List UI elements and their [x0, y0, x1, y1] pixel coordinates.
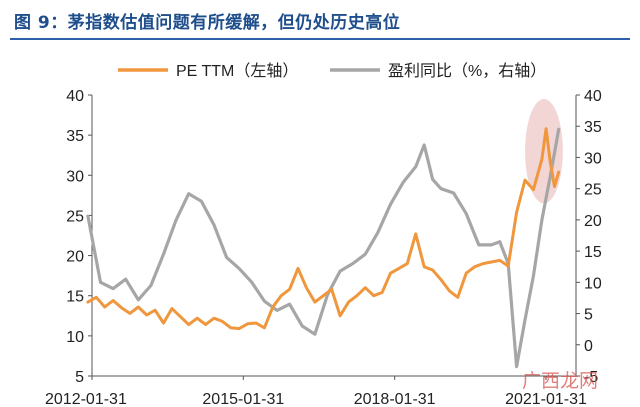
- x-tick-label: 2018-01-31: [354, 391, 436, 407]
- legend-label: PE TTM（左轴）: [176, 62, 298, 80]
- left-tick-label: 20: [66, 249, 84, 266]
- watermark: 广西龙网: [522, 370, 599, 392]
- x-tick-label: 2015-01-31: [202, 391, 284, 407]
- left-tick-label: 35: [66, 128, 84, 145]
- figure-title: 图 9：茅指数估值问题有所缓解，但仍处历史高位: [14, 13, 401, 33]
- right-tick-label: 25: [584, 182, 602, 199]
- left-tick-label: 5: [75, 369, 84, 386]
- right-tick-label: -5: [584, 369, 598, 386]
- right-tick-label: 40: [584, 88, 602, 105]
- right-tick-label: 15: [584, 244, 602, 261]
- right-tick-label: 0: [584, 338, 593, 355]
- left-tick-label: 10: [66, 329, 84, 346]
- right-tick-label: 10: [584, 275, 602, 292]
- series-line-profit-yoy: [86, 127, 561, 369]
- legend-label: 盈利同比（%，右轴）: [388, 62, 546, 80]
- right-tick-label: 35: [584, 119, 602, 136]
- series-line-pe-ttm: [86, 127, 561, 331]
- right-tick-label: 5: [584, 307, 593, 324]
- x-tick-label: 2021-01-31: [505, 391, 587, 407]
- left-tick-label: 15: [66, 289, 84, 306]
- right-tick-label: 20: [584, 213, 602, 230]
- right-tick-label: 30: [584, 150, 602, 167]
- title-rule: [10, 38, 630, 40]
- legend: PE TTM（左轴） 盈利同比（%，右轴）: [118, 62, 546, 80]
- left-tick-label: 30: [66, 168, 84, 185]
- left-tick-label: 25: [66, 208, 84, 225]
- x-tick-label: 2012-01-31: [45, 391, 127, 407]
- left-tick-label: 40: [66, 88, 84, 105]
